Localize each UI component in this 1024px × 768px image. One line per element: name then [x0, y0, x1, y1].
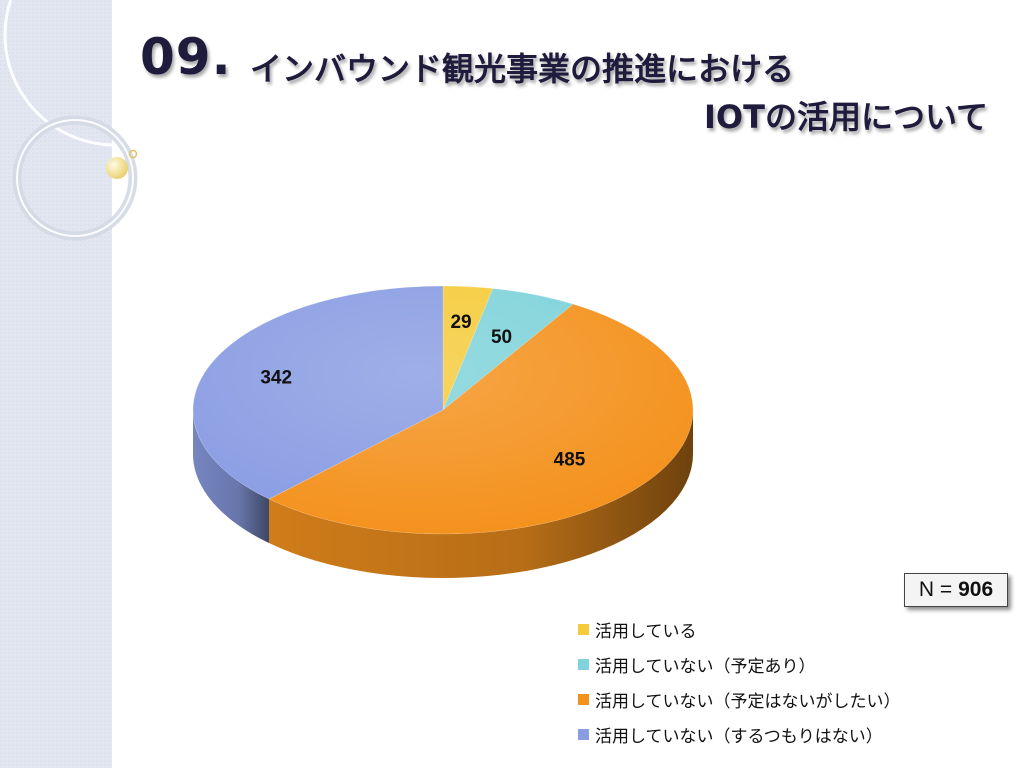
legend-item: 活用していない（予定はないがしたい） — [578, 682, 901, 717]
legend-label: 活用している — [595, 622, 697, 642]
chart-legend: 活用している 活用していない（予定あり） 活用していない（予定はないがしたい） … — [578, 612, 901, 752]
legend-swatch — [578, 729, 589, 740]
title-number: 09. — [140, 28, 232, 86]
legend-label: 活用していない（するつもりはない） — [595, 727, 883, 747]
decorative-ball — [106, 157, 128, 179]
decorative-ring — [3, 0, 227, 147]
sample-size-box: N = 906 — [904, 573, 1008, 607]
title-line-1: インバウンド観光事業の推進における — [250, 50, 795, 88]
legend-item: 活用していない（するつもりはない） — [578, 717, 901, 752]
legend-label: 活用していない（予定あり） — [595, 657, 816, 677]
legend-label: 活用していない（予定はないがしたい） — [595, 692, 901, 712]
title-line-2: IOTの活用について — [704, 98, 988, 136]
legend-swatch — [578, 694, 589, 705]
data-label: 50 — [491, 327, 512, 348]
legend-item: 活用している — [578, 612, 901, 647]
sample-size-prefix: N = — [918, 578, 953, 601]
legend-swatch — [578, 659, 589, 670]
legend-swatch — [578, 624, 589, 635]
data-label: 29 — [450, 312, 471, 333]
sample-size-value: 906 — [958, 578, 994, 601]
legend-item: 活用していない（予定あり） — [578, 647, 901, 682]
decorative-dot — [128, 149, 138, 159]
data-label: 485 — [554, 450, 586, 471]
data-label: 342 — [260, 367, 292, 388]
pie-side-shade — [269, 410, 693, 578]
decorative-ring — [16, 119, 134, 237]
